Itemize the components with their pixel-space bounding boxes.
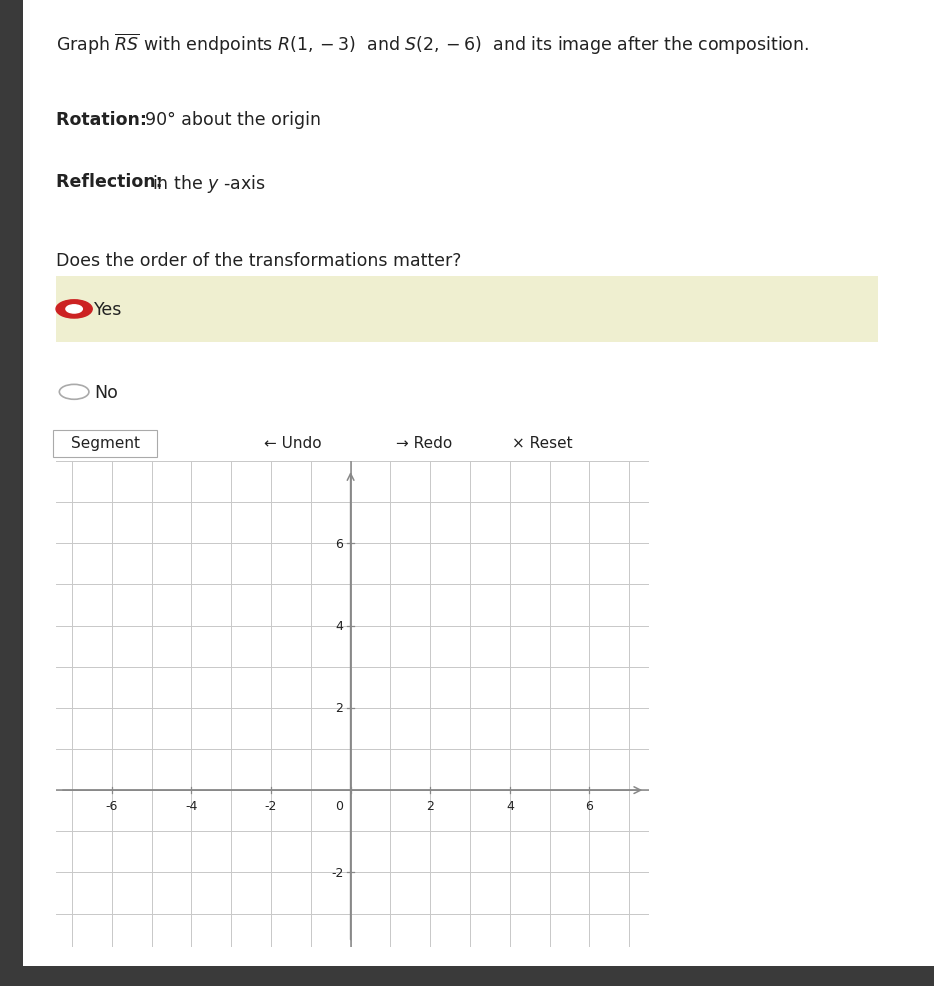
Circle shape xyxy=(56,301,92,318)
Text: Reflection:: Reflection: xyxy=(56,173,169,191)
Text: -2: -2 xyxy=(331,866,344,880)
Text: 6: 6 xyxy=(335,537,344,550)
Text: Segment: Segment xyxy=(71,436,140,451)
Text: Does the order of the transformations matter?: Does the order of the transformations ma… xyxy=(56,251,461,269)
Text: 2: 2 xyxy=(426,800,434,812)
Text: 2: 2 xyxy=(335,702,344,715)
Text: Yes: Yes xyxy=(93,301,122,318)
Text: Graph $\overline{RS}$ with endpoints $R(1, -3)$  and $S(2, -6)$  and its image a: Graph $\overline{RS}$ with endpoints $R(… xyxy=(56,33,809,57)
Text: 4: 4 xyxy=(506,800,514,812)
FancyBboxPatch shape xyxy=(53,431,157,458)
Text: 6: 6 xyxy=(586,800,593,812)
Text: -2: -2 xyxy=(265,800,277,812)
Text: -6: -6 xyxy=(106,800,118,812)
Circle shape xyxy=(66,306,82,314)
Text: 90° about the origin: 90° about the origin xyxy=(145,110,320,129)
Text: 0: 0 xyxy=(335,800,344,812)
Text: 4: 4 xyxy=(335,619,344,632)
Text: Rotation:: Rotation: xyxy=(56,110,153,129)
Text: in the $y$ -axis: in the $y$ -axis xyxy=(152,173,265,195)
Text: -4: -4 xyxy=(185,800,198,812)
Text: ← Undo: ← Undo xyxy=(264,436,322,451)
Bar xyxy=(56,276,878,343)
Text: No: No xyxy=(93,384,118,401)
Text: → Redo: → Redo xyxy=(396,436,452,451)
Text: × Reset: × Reset xyxy=(512,436,573,451)
